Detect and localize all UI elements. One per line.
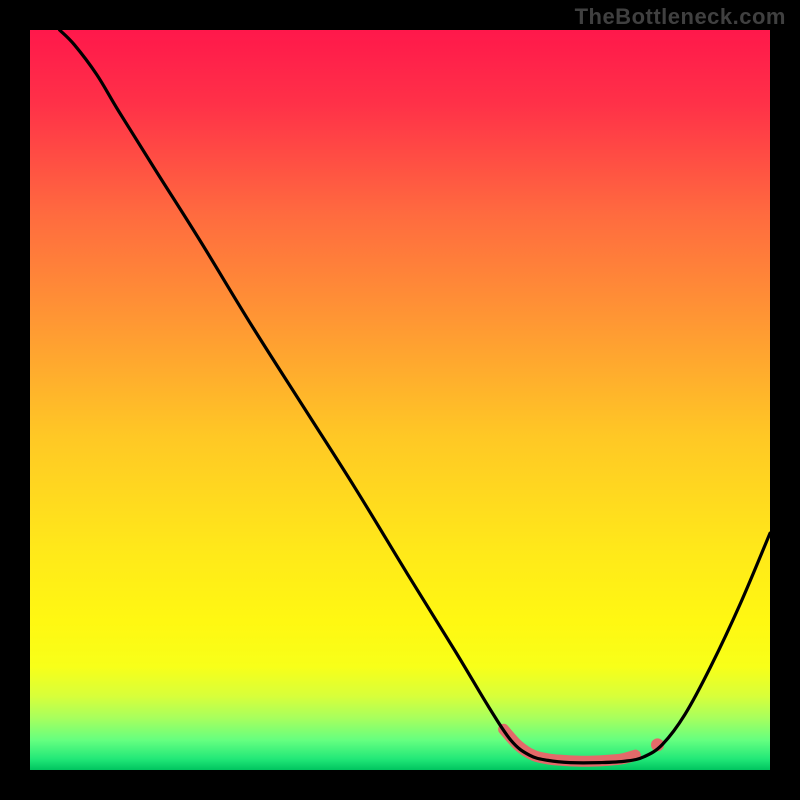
chart-stage: TheBottleneck.com: [0, 0, 800, 800]
chart-gradient-bg: [30, 30, 770, 770]
bottleneck-chart: [0, 0, 800, 800]
watermark-text: TheBottleneck.com: [575, 4, 786, 30]
